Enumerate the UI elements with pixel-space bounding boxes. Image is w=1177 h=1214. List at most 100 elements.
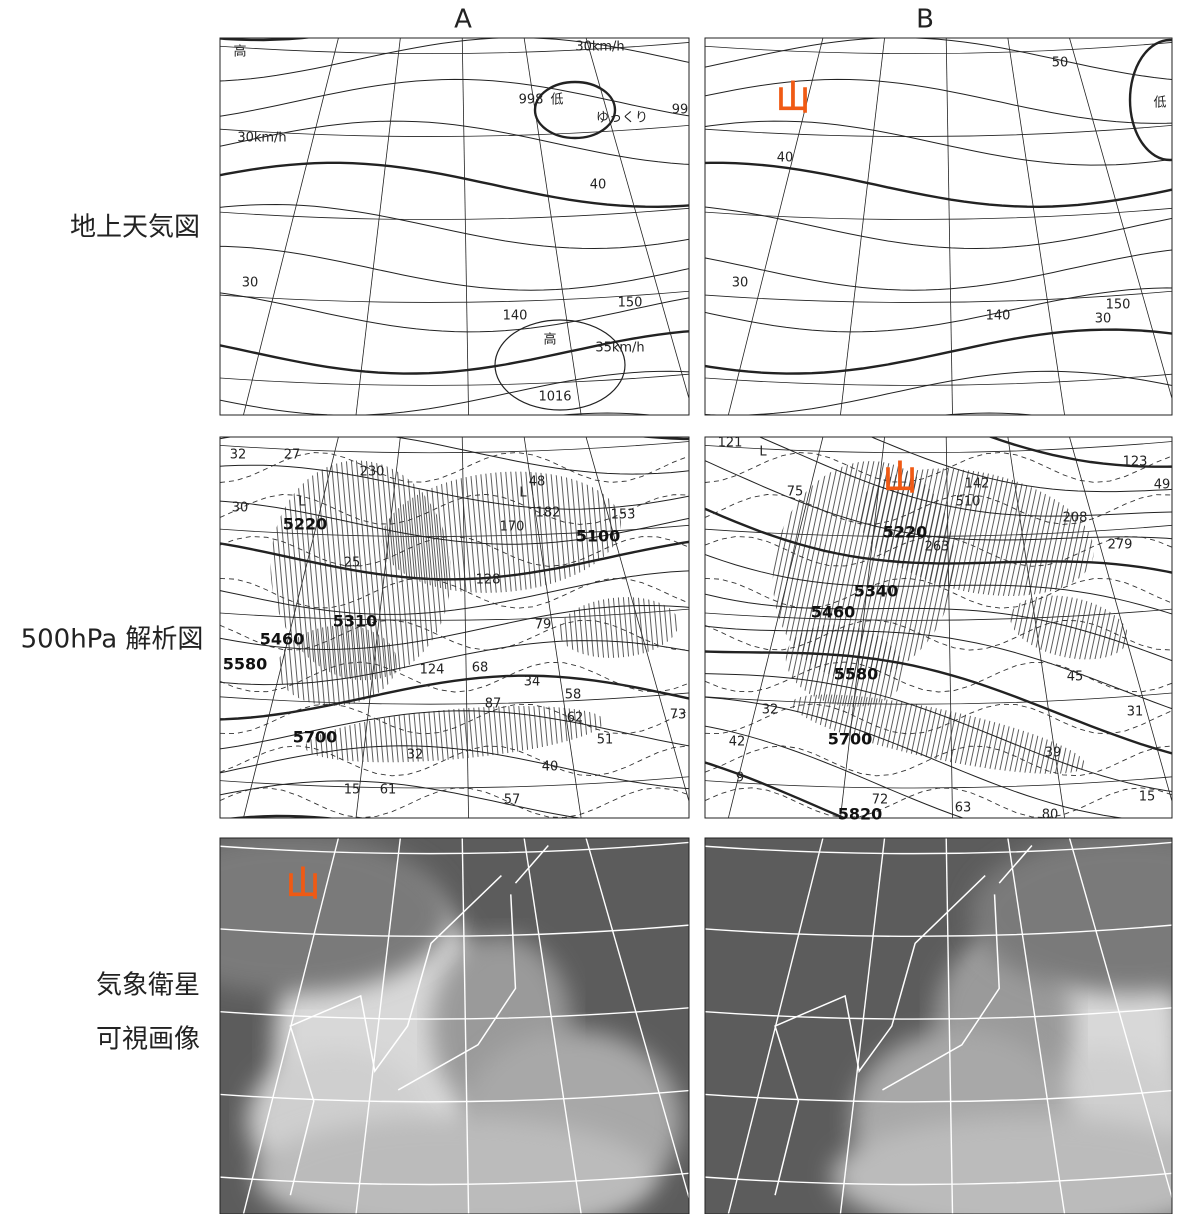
map-label: 34 <box>524 675 541 690</box>
map-label: 140 <box>986 309 1011 324</box>
map-label: 142 <box>965 477 990 492</box>
cloud <box>220 838 451 994</box>
contour <box>705 287 1172 333</box>
contour <box>705 761 847 818</box>
map-label: 87 <box>485 697 502 712</box>
latitude-line <box>220 1089 689 1103</box>
map-label: 5220 <box>283 515 328 534</box>
row-label: 地上天気図 <box>70 213 200 243</box>
map-label: 15 <box>1139 790 1156 805</box>
contour <box>220 500 689 545</box>
map-label: 32 <box>230 448 247 463</box>
map-label: 5580 <box>834 665 879 684</box>
latitude-line <box>220 42 689 55</box>
contour <box>705 507 1172 574</box>
map-label: 170 <box>500 520 525 535</box>
longitude-line <box>1007 38 1065 415</box>
map-label: 61 <box>380 783 397 798</box>
map-label: 128 <box>476 573 501 588</box>
map-label: 99 <box>672 103 689 118</box>
contour <box>220 640 689 686</box>
longitude-line <box>727 838 824 1214</box>
map-label: 高 <box>543 332 556 348</box>
isotherm <box>220 577 689 609</box>
map-label: 121 <box>718 436 743 451</box>
latitude-line <box>705 373 1172 386</box>
map-label: 5700 <box>828 730 873 749</box>
contour <box>557 412 656 415</box>
map-border <box>704 37 1173 416</box>
map-label: 5100 <box>576 527 621 546</box>
isotherm <box>220 619 689 651</box>
latitude-line <box>705 1007 1172 1020</box>
map-label: 49 <box>1154 478 1171 493</box>
map-label: 63 <box>955 801 972 816</box>
hatched-area <box>381 471 622 593</box>
latitude-line <box>705 1172 1172 1186</box>
latitude-line <box>705 841 1172 855</box>
map-label: 31 <box>1127 705 1144 720</box>
isotherm <box>220 535 689 567</box>
contour <box>220 710 689 750</box>
map-label: 5580 <box>223 655 268 674</box>
hatched-area <box>277 625 398 706</box>
map-label: 40 <box>542 760 559 775</box>
map-border <box>219 436 690 819</box>
contour <box>225 814 337 818</box>
map-label: 5220 <box>883 523 928 542</box>
map-panel <box>705 38 1172 415</box>
low-pressure-isobar <box>533 80 617 140</box>
map-label: 低 <box>550 93 563 108</box>
map-label: L <box>759 445 767 460</box>
map-label: 75 <box>787 485 804 500</box>
isotherm <box>705 452 1172 483</box>
annotation: 山 <box>883 459 917 499</box>
latitude-line <box>220 124 689 137</box>
map-label: 230 <box>360 465 385 480</box>
map-label: 低 <box>1153 96 1166 111</box>
contour <box>220 38 314 42</box>
longitude-line <box>945 838 954 1214</box>
map-label: 5460 <box>811 603 856 622</box>
isotherm <box>705 535 1172 567</box>
map-label: 72 <box>872 793 889 808</box>
latitude-line <box>220 290 689 303</box>
hatched-area <box>305 706 604 763</box>
map-label: 57 <box>504 793 521 808</box>
map-border <box>704 837 1173 1214</box>
contour <box>220 161 689 209</box>
map-label: 50 <box>1052 56 1069 71</box>
longitude-line <box>840 38 885 415</box>
hatched-area <box>785 624 905 707</box>
hatched-area <box>558 597 679 658</box>
map-label: 182 <box>536 506 561 521</box>
column-header: A <box>454 5 472 35</box>
longitude-line <box>461 38 469 415</box>
map-label: 9 <box>736 771 744 786</box>
contour <box>220 674 689 721</box>
hatched-area <box>857 468 1094 597</box>
map-label: 48 <box>529 475 546 490</box>
map-label: 5460 <box>260 630 305 649</box>
contour <box>705 328 1172 375</box>
cloud <box>254 1116 655 1214</box>
longitude-line <box>523 838 582 1214</box>
latitude-line <box>220 373 689 386</box>
latitude-line <box>705 124 1172 137</box>
map-label: 30km/h <box>237 131 286 146</box>
contour <box>705 593 1172 662</box>
longitude-line <box>727 38 824 415</box>
map-label: 32 <box>762 703 779 718</box>
map-border <box>219 37 690 416</box>
cloud <box>831 1116 1172 1214</box>
longitude-line <box>585 38 689 401</box>
map-label: 150 <box>618 296 643 311</box>
map-label: 5820 <box>838 805 883 824</box>
contour <box>220 78 689 117</box>
isotherm <box>705 661 1172 693</box>
map-label: 30km/h <box>575 40 624 55</box>
contour <box>705 38 1172 80</box>
latitude-line <box>220 692 689 705</box>
contour <box>220 330 689 375</box>
hatched-area <box>791 694 1086 774</box>
